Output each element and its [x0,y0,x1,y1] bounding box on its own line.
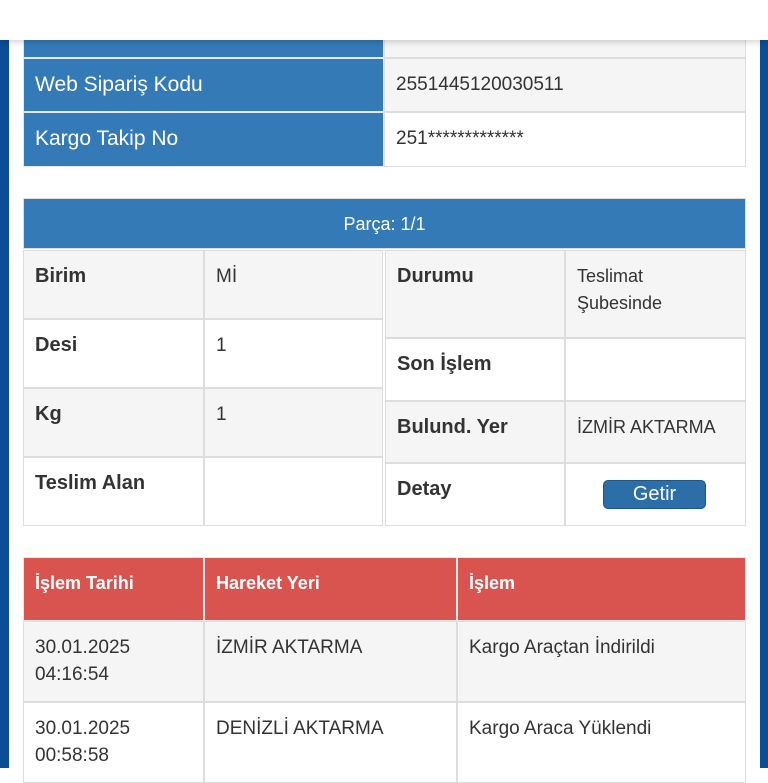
status-label: Durumu [385,250,565,338]
location-label: Bulund. Yer [385,401,565,463]
movement-place: İZMİR AKTARMA [204,621,457,702]
unit-label: Birim [23,250,204,319]
date-text: 30.01.2025 [35,637,131,658]
getir-button[interactable]: Getir [603,480,706,509]
unit-value: Mİ [204,250,383,319]
status-value: Teslimat Şubesinde [565,250,746,338]
parca-header: Parça: 1/1 [23,198,746,249]
tracking-no-value: 251************* [384,112,746,167]
movement-date: 30.01.2025 04:16:54 [23,621,204,702]
date-text: 30.01.2025 [35,718,131,739]
web-order-code-label: Web Sipariş Kodu [23,58,384,112]
movement-action: Kargo Araca Yüklendi [457,702,746,783]
movement-place: DENİZLİ AKTARMA [204,702,457,783]
last-action-value [565,338,746,401]
detail-label: Detay [385,463,565,526]
col-place-header: Hareket Yeri [204,557,457,621]
receiver-value [204,457,383,526]
kg-value: 1 [204,388,383,457]
movement-action: Kargo Araçtan İndirildi [457,621,746,702]
col-date-header: İşlem Tarihi [23,557,204,621]
detail-cell [565,463,746,526]
tracking-no-label: Kargo Takip No [23,112,384,167]
time-text: 00:58:58 [35,745,109,766]
time-text: 04:16:54 [35,664,109,685]
desi-label: Desi [23,319,204,388]
web-order-code-value: 2551445120030511 [384,58,746,112]
movement-date: 30.01.2025 00:58:58 [23,702,204,783]
kg-label: Kg [23,388,204,457]
desi-value: 1 [204,319,383,388]
receiver-label: Teslim Alan [23,457,204,526]
last-action-label: Son İşlem [385,338,565,401]
location-value: İZMİR AKTARMA [565,401,746,463]
col-action-header: İşlem [457,557,746,621]
top-bar [0,0,768,40]
